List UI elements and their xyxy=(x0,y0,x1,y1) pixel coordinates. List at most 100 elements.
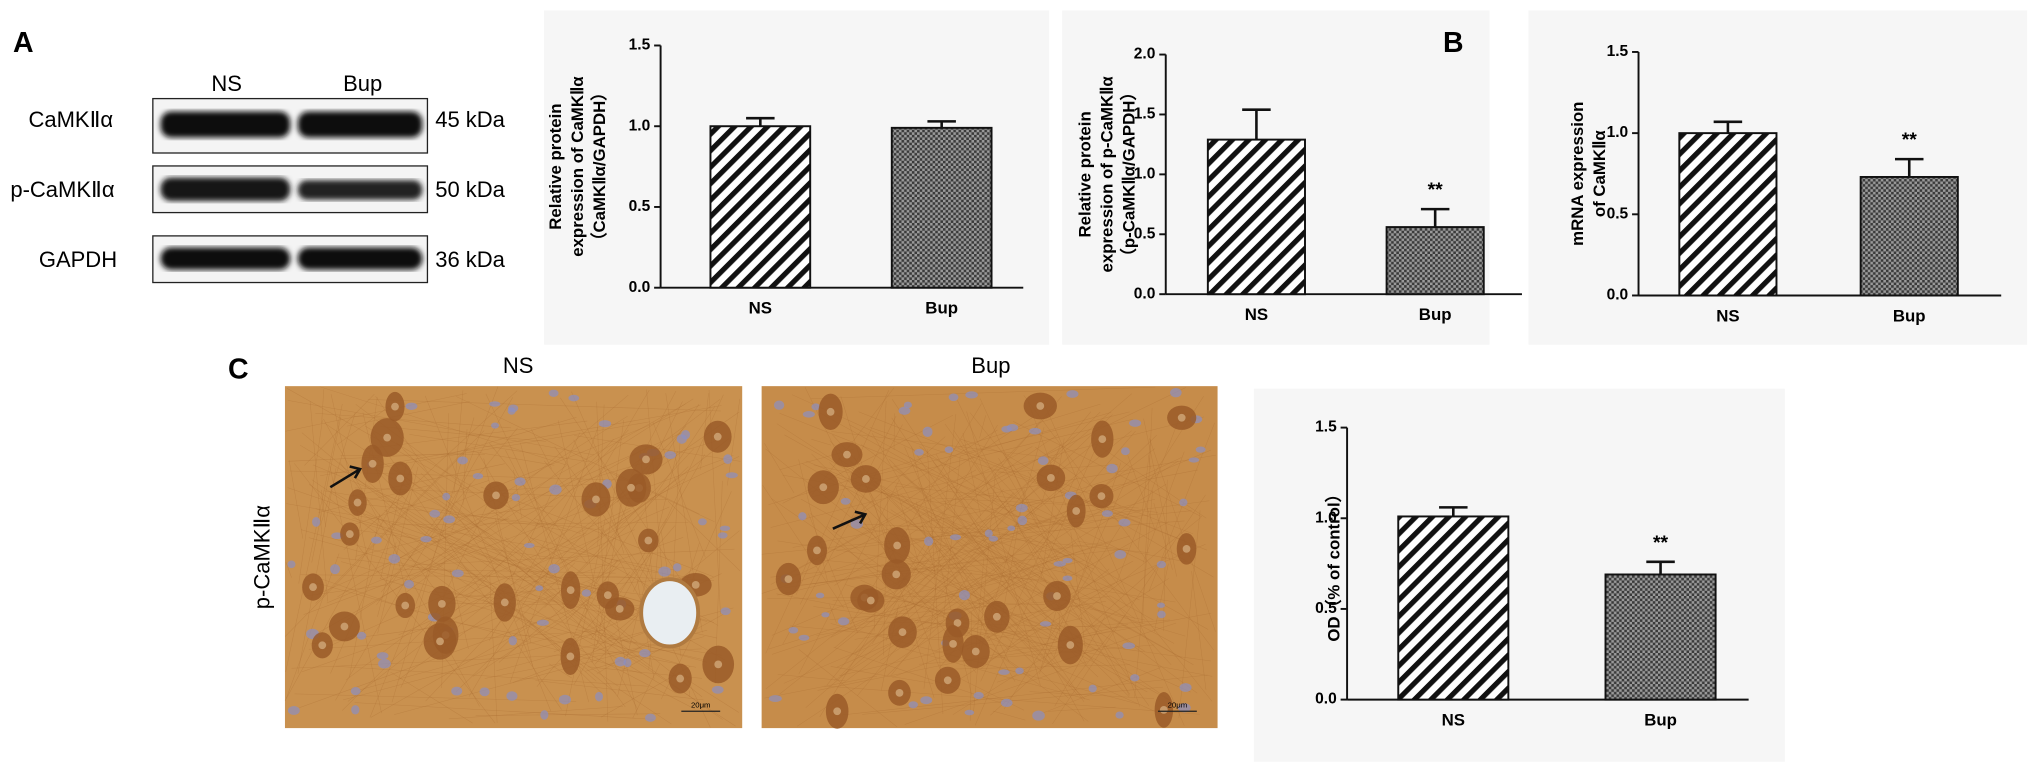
nucleus xyxy=(1053,592,1061,600)
nucleus xyxy=(773,400,785,410)
fiber xyxy=(893,488,1004,614)
fiber xyxy=(297,468,337,674)
fiber xyxy=(776,593,1213,677)
fiber xyxy=(367,399,722,412)
nucleus xyxy=(1121,447,1130,456)
fiber xyxy=(979,415,986,439)
fiber xyxy=(891,417,1085,703)
nucleus xyxy=(331,532,343,540)
fiber xyxy=(600,525,648,612)
fiber xyxy=(819,412,1209,630)
nucleus xyxy=(566,586,575,595)
fiber xyxy=(830,666,934,684)
fiber xyxy=(860,411,1130,479)
fiber xyxy=(700,393,709,470)
fiber xyxy=(294,463,496,724)
fiber xyxy=(326,542,470,604)
fiber xyxy=(480,486,714,577)
nucleus xyxy=(568,394,580,402)
nucleus xyxy=(1182,545,1191,553)
fiber xyxy=(337,415,628,598)
fiber xyxy=(287,400,595,456)
nucleus xyxy=(898,628,907,637)
fiber xyxy=(810,556,1011,585)
fiber xyxy=(409,434,590,463)
fiber xyxy=(826,559,929,686)
x-tick-label: NS xyxy=(749,299,772,318)
nucleus xyxy=(895,688,904,697)
nucleus xyxy=(429,509,441,518)
fiber xyxy=(319,532,587,651)
vessel xyxy=(639,577,701,649)
nucleus xyxy=(988,535,999,542)
fiber xyxy=(597,499,623,644)
fiber xyxy=(974,439,1100,726)
fiber xyxy=(1002,452,1130,696)
fiber xyxy=(834,460,1179,681)
nucleus xyxy=(1072,507,1081,515)
error-bar xyxy=(1713,120,1743,134)
nucleus xyxy=(819,483,828,492)
nucleus xyxy=(472,472,484,480)
group-label: Bup xyxy=(971,353,1010,378)
fiber xyxy=(980,430,1136,612)
fiber xyxy=(482,598,696,710)
y-axis-label: （p-CaMKⅡα/GAPDH） xyxy=(1119,84,1139,265)
fiber xyxy=(379,578,681,665)
nucleus xyxy=(958,590,970,601)
blot xyxy=(152,97,429,284)
fiber xyxy=(323,419,480,707)
group-label: NS xyxy=(503,353,534,378)
fiber xyxy=(811,439,832,446)
fiber xyxy=(436,505,554,521)
size-label: 45 kDa xyxy=(435,107,505,132)
nucleus xyxy=(711,685,724,694)
fiber xyxy=(765,448,990,629)
fiber xyxy=(575,629,704,661)
scale-label: 20μm xyxy=(691,700,711,709)
y-axis-label: （CaMKⅡα/GAPDH） xyxy=(589,84,609,249)
nucleus xyxy=(1007,525,1016,532)
error-bar xyxy=(1242,108,1271,140)
nucleus xyxy=(309,583,317,591)
nucleus xyxy=(1106,463,1118,474)
fiber xyxy=(911,446,973,697)
fiber xyxy=(320,405,722,476)
fiber xyxy=(376,503,448,606)
fiber xyxy=(436,429,629,631)
fiber xyxy=(904,554,1183,708)
fiber xyxy=(320,412,356,526)
y-axis-label: OD（% of control） xyxy=(1323,486,1343,642)
fiber xyxy=(321,489,326,528)
nucleus xyxy=(511,493,521,502)
fiber xyxy=(596,401,609,722)
fiber xyxy=(810,512,896,595)
fiber xyxy=(315,508,502,567)
nucleus xyxy=(1177,413,1186,422)
y-tick-label: 0.0 xyxy=(629,279,651,296)
fiber xyxy=(435,568,619,644)
nucleus xyxy=(998,669,1010,675)
fiber xyxy=(377,466,419,634)
fiber xyxy=(1191,571,1207,690)
fiber xyxy=(436,465,566,569)
fiber xyxy=(565,561,622,623)
nucleus xyxy=(420,535,432,543)
fiber xyxy=(900,414,1113,620)
stain-label: p-CaMKⅡα xyxy=(249,505,274,610)
nucleus xyxy=(598,420,612,428)
fiber xyxy=(981,436,1075,494)
fiber xyxy=(891,399,1001,564)
y-axis-label: Relative protein xyxy=(546,103,565,229)
row-label: CaMKⅡα xyxy=(28,107,113,132)
fiber xyxy=(800,498,1148,693)
fiber xyxy=(289,470,633,481)
fiber xyxy=(310,624,452,645)
nucleus xyxy=(949,534,962,541)
lane-label: NS xyxy=(211,71,242,96)
fiber xyxy=(972,413,1050,493)
fiber xyxy=(980,432,1096,682)
fiber xyxy=(771,539,1113,655)
fiber xyxy=(352,480,490,525)
nucleus xyxy=(713,432,722,441)
